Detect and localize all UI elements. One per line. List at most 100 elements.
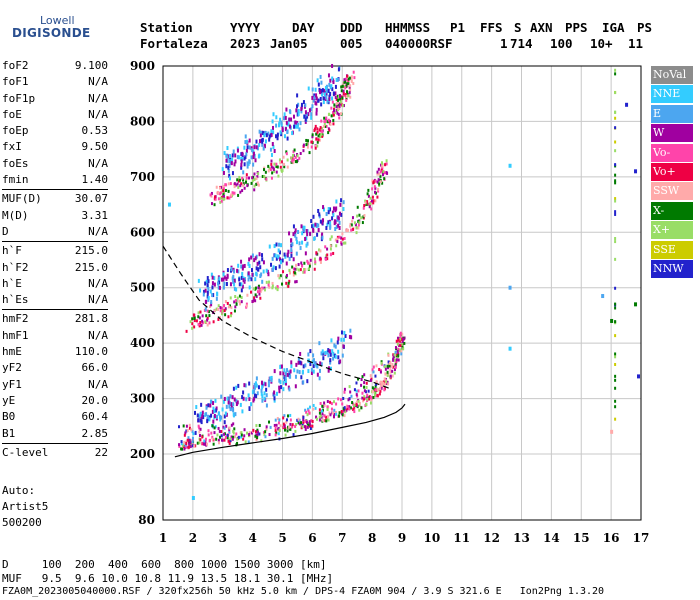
echo-mark — [349, 95, 352, 99]
echo-mark — [320, 409, 323, 413]
echo-mark — [355, 389, 358, 393]
echo-mark — [275, 164, 278, 168]
echo-mark — [240, 165, 243, 170]
echo-mark — [284, 115, 287, 120]
echo-mark — [390, 364, 393, 368]
echo-mark — [325, 226, 328, 231]
echo-mark — [244, 134, 247, 139]
echo-mark — [215, 185, 218, 189]
echo-mark — [256, 290, 259, 294]
echo-mark — [391, 362, 394, 366]
echo-mark — [250, 255, 253, 260]
echo-mark — [261, 142, 264, 147]
echo-mark — [271, 142, 274, 147]
header-value: 005 — [340, 36, 363, 51]
echo-mark — [178, 444, 181, 448]
echo-mark — [225, 158, 228, 163]
echo-mark — [292, 232, 295, 237]
echo-mark — [365, 403, 368, 407]
echo-mark — [243, 383, 246, 388]
electron-density-profile — [174, 403, 406, 458]
echo-mark — [275, 431, 278, 435]
echo-mark — [206, 294, 209, 299]
echo-mark — [614, 306, 617, 310]
echo-mark — [320, 89, 323, 94]
echo-mark — [343, 414, 346, 418]
echo-mark — [271, 281, 274, 285]
echo-mark — [358, 408, 361, 412]
auto-program: Artist5 — [2, 500, 49, 513]
echo-mark — [226, 196, 229, 200]
echo-mark — [260, 288, 263, 292]
echo-mark — [295, 108, 298, 113]
echo-mark — [242, 170, 245, 175]
echo-mark — [400, 336, 403, 340]
echo-mark — [379, 387, 382, 391]
echo-mark — [263, 396, 266, 401]
echo-mark — [325, 93, 328, 98]
echo-mark — [316, 78, 319, 83]
x-tick-label: 2 — [189, 531, 197, 545]
echo-mark — [614, 286, 617, 290]
echo-mark — [350, 394, 353, 398]
echo-mark — [254, 256, 257, 261]
echo-mark — [215, 296, 218, 301]
echo-mark — [227, 305, 230, 309]
echo-mark — [207, 310, 210, 314]
param-name: h`Es — [2, 293, 29, 307]
echo-mark — [325, 89, 328, 94]
echo-mark — [257, 154, 260, 159]
echo-mark — [252, 162, 255, 167]
echo-mark — [337, 349, 340, 354]
param-row: foF2 9.100 — [2, 58, 108, 74]
echo-mark — [341, 413, 344, 417]
echo-mark — [326, 247, 329, 251]
echo-mark — [347, 398, 350, 402]
param-value: 110.0 — [74, 345, 108, 359]
isolated-echo — [191, 496, 195, 500]
echo-mark — [383, 377, 386, 381]
echo-mark — [300, 102, 303, 107]
echo-mark — [318, 341, 321, 346]
echo-mark — [284, 433, 287, 437]
echo-mark — [220, 394, 223, 399]
echo-mark — [338, 220, 341, 225]
echo-mark — [245, 176, 248, 180]
echo-mark — [250, 402, 253, 407]
echo-mark — [201, 435, 204, 439]
param-row: foF1 N/A — [2, 74, 108, 90]
header-label: PS — [637, 20, 653, 35]
echo-mark — [257, 284, 260, 288]
echo-mark — [197, 315, 200, 319]
echo-mark — [330, 106, 333, 110]
echo-mark — [222, 285, 225, 290]
echo-mark — [263, 175, 266, 179]
echo-mark — [331, 111, 334, 115]
echo-mark — [277, 274, 280, 278]
legend-entry: NNW — [651, 259, 693, 278]
echo-mark — [366, 200, 369, 204]
echo-mark — [278, 418, 281, 422]
echo-mark — [260, 388, 263, 393]
echo-mark — [346, 405, 349, 409]
echo-mark — [338, 102, 341, 106]
echo-mark — [255, 177, 258, 181]
echo-mark — [354, 223, 357, 227]
echo-mark — [253, 178, 256, 182]
echo-mark — [273, 148, 276, 153]
echo-mark — [314, 222, 317, 227]
echo-mark — [239, 190, 242, 194]
echo-mark — [208, 417, 211, 422]
echo-mark — [289, 271, 292, 275]
echo-mark — [290, 360, 293, 365]
echo-mark — [237, 179, 240, 183]
echo-mark — [280, 169, 283, 173]
echo-mark — [228, 400, 231, 405]
header-label: FFS — [480, 20, 503, 35]
echo-mark — [235, 399, 238, 404]
echo-mark — [318, 212, 321, 217]
echo-mark — [318, 128, 321, 132]
legend-entry: X+ — [651, 221, 693, 240]
echo-mark — [255, 424, 258, 428]
echo-mark — [342, 92, 345, 96]
